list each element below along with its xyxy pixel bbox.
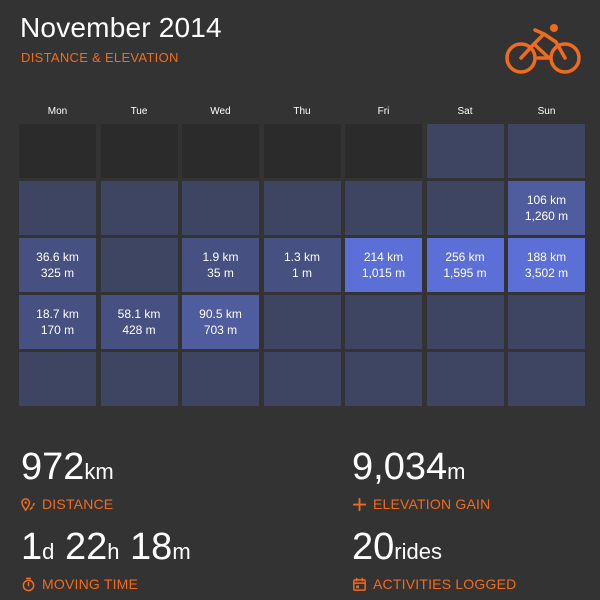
weekday-label: Thu <box>293 106 311 117</box>
day-elevation: 428 m <box>122 323 156 337</box>
day-distance: 18.7 km <box>36 307 79 321</box>
day-cell[interactable]: 106 km 1,260 m <box>508 181 585 235</box>
day-cell[interactable] <box>182 181 259 235</box>
day-elevation: 1,015 m <box>361 266 406 280</box>
calendar-icon <box>353 577 366 591</box>
elevation-label: ELEVATION GAIN <box>373 496 491 512</box>
moving-time-label: MOVING TIME <box>42 576 139 592</box>
day-cell[interactable]: 188 km 3,502 m <box>508 238 585 292</box>
day-cell[interactable]: 1.9 km 35 m <box>182 238 259 292</box>
day-cell[interactable]: 214 km 1,015 m <box>345 238 422 292</box>
bicycle-rider-icon <box>505 24 581 74</box>
day-elevation: 325 m <box>40 266 75 280</box>
day-distance: 188 km <box>526 250 567 264</box>
weekday-label: Sat <box>457 106 473 117</box>
weekday-label: Sun <box>537 106 556 117</box>
day-elevation: 1,260 m <box>524 209 569 223</box>
day-cell[interactable]: 256 km 1,595 m <box>426 238 504 292</box>
page-title: November 2014 <box>20 12 222 43</box>
day-cell[interactable] <box>100 238 178 292</box>
day-distance: 1.3 km <box>283 250 320 264</box>
day-elevation: 1,595 m <box>443 266 487 280</box>
weekday-label: Tue <box>130 106 148 117</box>
day-elevation: 3,502 m <box>524 266 569 280</box>
day-distance: 36.6 km <box>36 250 79 264</box>
day-cell[interactable] <box>345 352 422 406</box>
day-distance: 214 km <box>363 250 404 264</box>
day-cell[interactable] <box>426 124 504 178</box>
day-cell[interactable] <box>19 124 96 178</box>
day-cell[interactable] <box>263 181 341 235</box>
day-cell[interactable] <box>345 295 422 349</box>
day-cell[interactable]: 1.3 km 1 m <box>263 238 341 292</box>
activities-stat: 20rides ACTIVITIES LOGGED <box>352 527 516 592</box>
weekday-label: Mon <box>47 106 68 117</box>
plus-icon <box>352 497 367 511</box>
activities-label: ACTIVITIES LOGGED <box>373 576 517 592</box>
day-cell[interactable] <box>345 181 422 235</box>
day-cell[interactable] <box>508 295 585 349</box>
day-cell[interactable] <box>345 124 422 178</box>
day-cell[interactable] <box>263 352 341 406</box>
day-cell[interactable]: 36.6 km 325 m <box>19 238 96 292</box>
day-cell[interactable] <box>182 124 259 178</box>
day-cell[interactable] <box>426 352 504 406</box>
distance-value: 972km <box>21 446 114 488</box>
weekday-label: Wed <box>210 106 231 117</box>
day-cell[interactable] <box>19 352 96 406</box>
day-cell[interactable]: 18.7 km 170 m <box>19 295 96 349</box>
day-distance: 1.9 km <box>202 250 239 264</box>
distance-stat: 972km DISTANCE <box>21 447 114 512</box>
day-cell[interactable]: 90.5 km 703 m <box>182 295 259 349</box>
day-cell[interactable] <box>508 124 585 178</box>
day-cell[interactable] <box>100 124 178 178</box>
day-cell[interactable] <box>100 352 178 406</box>
weekday-header: Mon Tue Wed Thu Fri Sat Sun <box>19 106 581 117</box>
elevation-stat: 9,034m ELEVATION GAIN <box>352 447 490 512</box>
day-distance: 106 km <box>526 193 567 207</box>
day-elevation: 170 m <box>40 323 75 337</box>
moving-time-value: 1d 22h 18m <box>21 526 191 568</box>
route-pin-icon <box>21 497 35 511</box>
day-cell[interactable]: 58.1 km 428 m <box>100 295 178 349</box>
day-cell[interactable] <box>508 352 585 406</box>
day-cell[interactable] <box>426 295 504 349</box>
activities-value: 20rides <box>352 526 442 568</box>
moving-time-stat: 1d 22h 18m MOVING TIME <box>21 527 191 592</box>
day-cell[interactable] <box>263 295 341 349</box>
elevation-value: 9,034m <box>352 446 466 488</box>
day-elevation: 35 m <box>207 266 234 280</box>
day-cell[interactable] <box>100 181 178 235</box>
stopwatch-icon <box>22 577 35 591</box>
day-distance: 256 km <box>445 250 485 264</box>
day-cell[interactable] <box>182 352 259 406</box>
day-cell[interactable] <box>426 181 504 235</box>
page-subtitle: DISTANCE & ELEVATION <box>21 50 179 65</box>
day-cell[interactable] <box>19 181 96 235</box>
day-elevation: 703 m <box>203 323 238 337</box>
day-distance: 90.5 km <box>199 307 242 321</box>
calendar-grid: 106 km 1,260 m 36.6 km 325 m 1.9 km 35 m 1.3 k… <box>19 124 585 406</box>
distance-label: DISTANCE <box>42 496 114 512</box>
day-distance: 58.1 km <box>117 307 161 321</box>
day-elevation: 1 m <box>291 266 312 280</box>
day-cell[interactable] <box>263 124 341 178</box>
weekday-label: Fri <box>377 106 390 117</box>
